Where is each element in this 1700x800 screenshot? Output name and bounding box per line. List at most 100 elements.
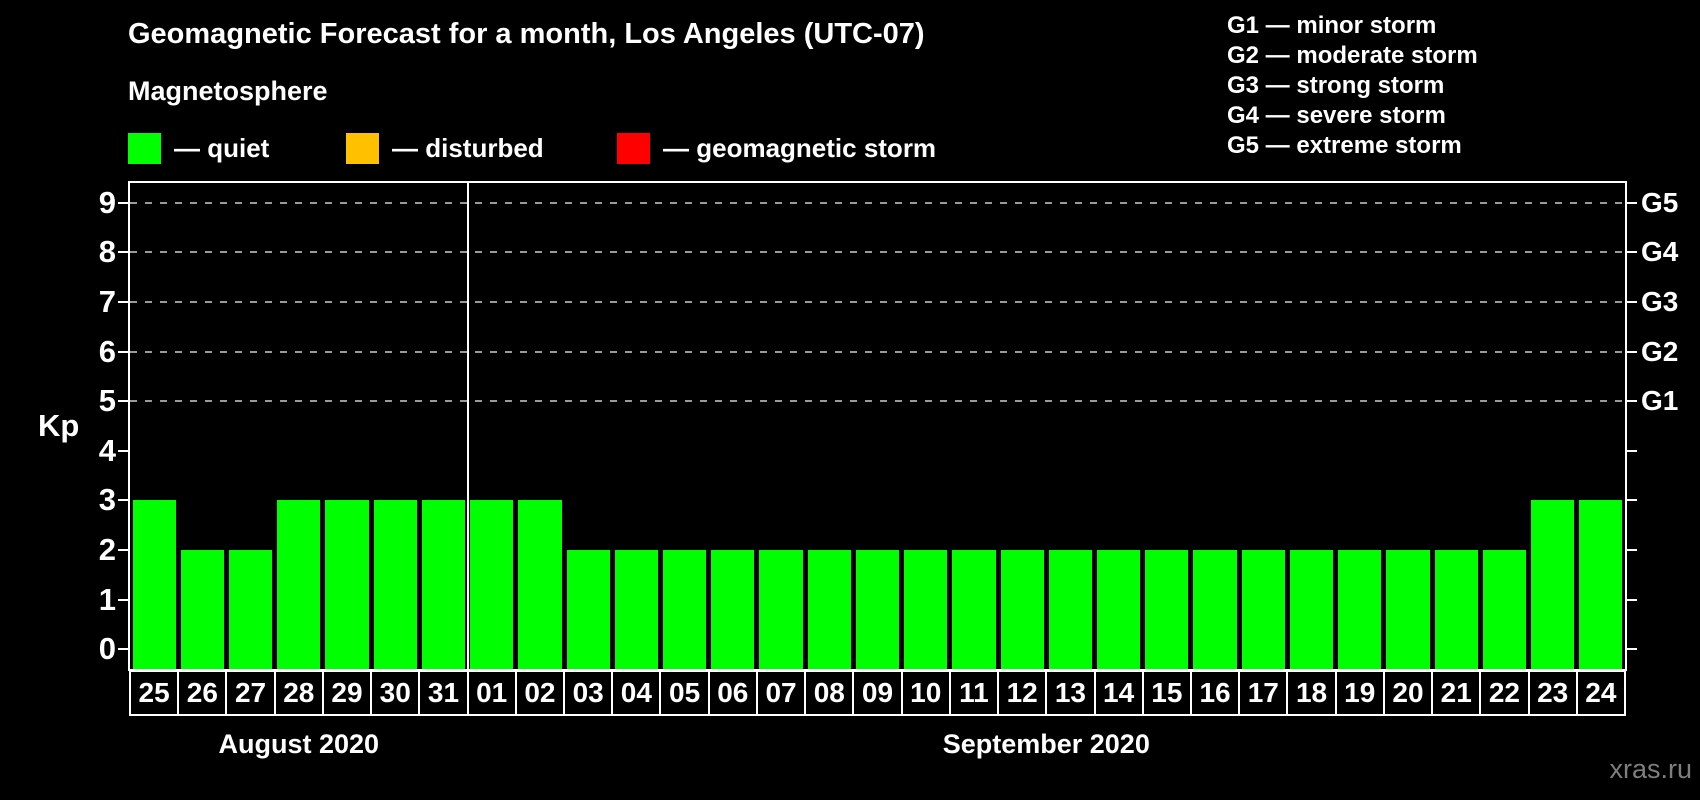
right-tick — [1625, 201, 1637, 204]
kp-bar — [1531, 500, 1575, 669]
kp-bar — [1289, 549, 1334, 669]
right-tick — [1625, 499, 1637, 502]
right-tick — [1625, 301, 1637, 304]
legend-storm-label: — geomagnetic storm — [663, 132, 937, 163]
ytick-label: 1 — [98, 581, 116, 617]
ytick-label: 9 — [98, 184, 116, 220]
kp-bar — [855, 549, 900, 669]
kp-bar — [1000, 549, 1044, 669]
left-tick — [118, 201, 130, 204]
kp-bar — [277, 500, 321, 669]
left-tick — [118, 548, 130, 551]
right-tick — [1625, 251, 1637, 254]
kp-bar — [614, 549, 658, 669]
right-tick — [1625, 598, 1637, 601]
ytick-label: 2 — [98, 531, 116, 567]
kp-bar — [1193, 549, 1237, 669]
ytick-label: 7 — [98, 284, 116, 320]
day-cell: 10 — [900, 670, 951, 716]
day-cell: 24 — [1575, 670, 1626, 716]
day-cell: 01 — [466, 670, 517, 716]
storm-color-swatch — [617, 132, 650, 164]
ytick-label: 4 — [98, 432, 116, 468]
gridline-kp7 — [130, 301, 1625, 304]
kp-bar — [518, 500, 562, 669]
kp-bar — [1579, 500, 1623, 669]
day-cell: 25 — [129, 670, 180, 716]
gridline-kp8 — [130, 251, 1625, 254]
quiet-color-swatch — [128, 132, 161, 164]
g3-legend-line: G3 — strong storm — [1227, 72, 1445, 99]
day-cell: 16 — [1189, 670, 1241, 716]
g-axis-label-g2: G2 — [1641, 335, 1679, 367]
kp-bar — [470, 500, 514, 669]
day-cell: 08 — [804, 670, 855, 716]
day-cell: 12 — [997, 670, 1048, 716]
ytick-label: 6 — [98, 333, 116, 369]
day-cell: 04 — [611, 670, 662, 716]
left-tick — [118, 449, 130, 452]
day-cell: 15 — [1141, 670, 1192, 716]
left-tick — [118, 648, 130, 651]
chart-subtitle: Magnetosphere — [128, 76, 328, 106]
day-cell: 27 — [225, 670, 276, 716]
kp-bar — [1145, 549, 1189, 669]
gridline-kp9 — [130, 201, 1625, 204]
kp-bar — [421, 500, 466, 669]
g-axis-label-g4: G4 — [1641, 236, 1679, 268]
day-cell: 17 — [1238, 670, 1289, 716]
day-cell: 23 — [1527, 670, 1578, 716]
legend-disturbed-label: — disturbed — [392, 132, 544, 163]
day-cell: 31 — [418, 670, 469, 716]
kp-bar — [180, 549, 224, 669]
disturbed-color-swatch — [346, 132, 379, 164]
g5-legend-line: G5 — extreme storm — [1227, 132, 1462, 159]
kp-bar — [1482, 549, 1527, 669]
day-cell: 09 — [852, 670, 903, 716]
day-cell: 28 — [273, 670, 324, 716]
gridline-kp6 — [130, 350, 1625, 353]
g1-legend-line: G1 — minor storm — [1227, 12, 1437, 39]
day-cell: 02 — [514, 670, 566, 716]
ytick-label: 8 — [98, 234, 116, 270]
day-cell: 06 — [707, 670, 758, 716]
kp-bar — [1386, 549, 1430, 669]
kp-bar — [373, 500, 417, 669]
right-tick — [1625, 648, 1637, 651]
kp-bar — [904, 549, 948, 669]
month-label: September 2020 — [942, 729, 1150, 759]
day-cell: 18 — [1286, 670, 1337, 716]
left-tick — [118, 598, 130, 601]
legend-item-quiet: — quiet — [128, 131, 269, 165]
gridline-kp5 — [130, 400, 1625, 403]
legend-item-storm: — geomagnetic storm — [617, 131, 936, 165]
day-cell: 22 — [1479, 670, 1530, 716]
kp-bar — [132, 500, 176, 669]
left-tick — [118, 301, 130, 304]
left-tick — [118, 251, 130, 254]
g-scale-legend: G1 — minor storm G2 — moderate storm G3 … — [1227, 11, 1478, 161]
ytick-label: 0 — [98, 631, 116, 667]
day-cell: 21 — [1431, 670, 1482, 716]
day-cell: 26 — [177, 670, 228, 716]
month-label: August 2020 — [218, 729, 380, 759]
month-divider — [466, 183, 469, 669]
day-cell: 19 — [1334, 670, 1385, 716]
kp-bar — [566, 549, 610, 669]
kp-bar — [228, 549, 273, 669]
g4-legend-line: G4 — severe storm — [1227, 102, 1446, 129]
day-cell: 14 — [1093, 670, 1144, 716]
day-cell: 29 — [321, 670, 373, 716]
y-axis-label: Kp — [38, 407, 80, 443]
day-cell: 11 — [948, 670, 1000, 716]
right-tick — [1625, 400, 1637, 403]
kp-bar — [1097, 549, 1141, 669]
day-cell: 05 — [659, 670, 710, 716]
kp-bar — [662, 549, 707, 669]
kp-bar — [711, 549, 755, 669]
g-axis-label-g5: G5 — [1641, 186, 1679, 218]
ytick-label: 5 — [98, 383, 116, 419]
kp-bar — [325, 500, 369, 669]
kp-bar — [759, 549, 803, 669]
kp-bar — [952, 549, 996, 669]
